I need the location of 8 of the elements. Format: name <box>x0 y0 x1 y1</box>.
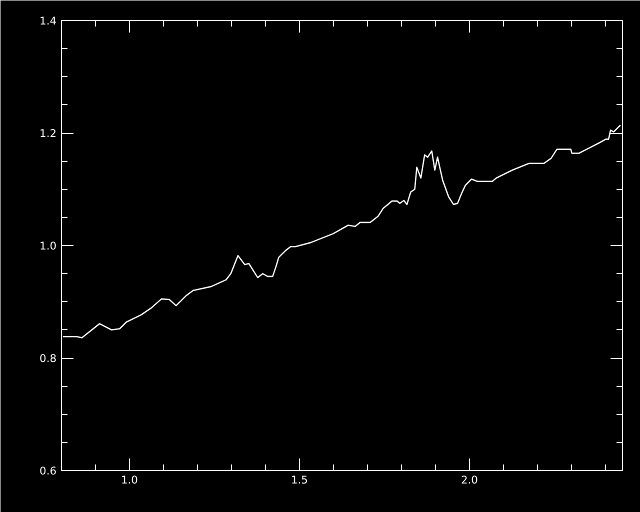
y-tick-label: 1.0 <box>40 240 57 252</box>
x-tick-label: 2.0 <box>461 474 478 486</box>
y-tick-label: 1.4 <box>40 14 57 28</box>
y-tick-label: 1.2 <box>40 127 57 140</box>
y-tick-label: 0.6 <box>40 464 57 478</box>
x-tick-label: 1.5 <box>291 474 308 486</box>
y-tick-label: 0.8 <box>40 352 57 365</box>
x-tick-label: 1.0 <box>121 474 138 486</box>
